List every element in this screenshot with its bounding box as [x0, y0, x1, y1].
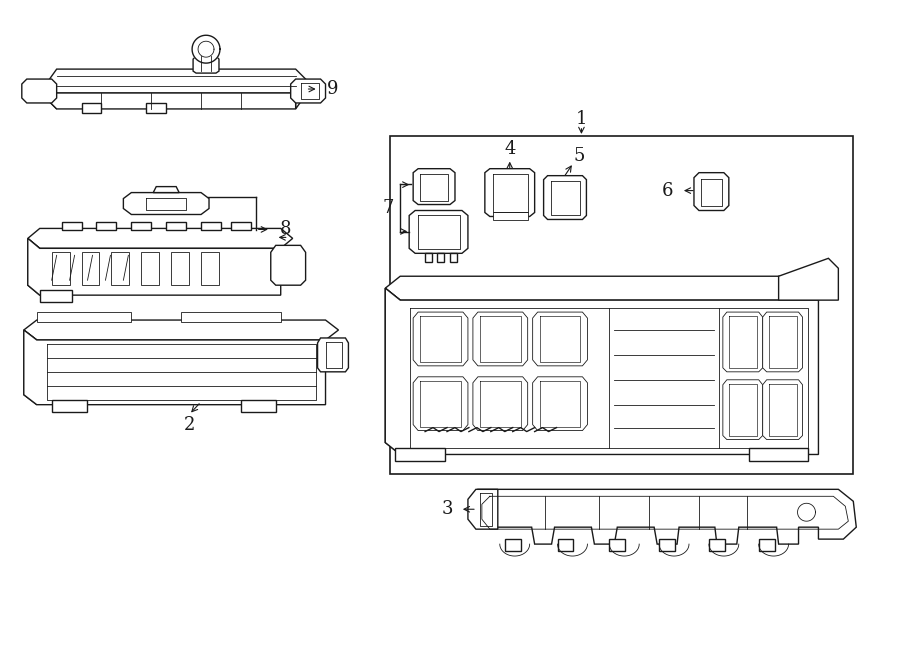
Text: 9: 9	[327, 80, 338, 98]
Text: 8: 8	[280, 220, 292, 239]
Polygon shape	[544, 176, 587, 219]
Text: 4: 4	[504, 139, 516, 158]
Bar	[391, 136, 853, 475]
Polygon shape	[450, 253, 457, 262]
Polygon shape	[194, 56, 219, 73]
Polygon shape	[533, 377, 588, 430]
Polygon shape	[40, 290, 72, 302]
Polygon shape	[749, 447, 808, 461]
Polygon shape	[291, 79, 326, 103]
Polygon shape	[759, 539, 775, 551]
Polygon shape	[533, 312, 588, 366]
Text: 2: 2	[184, 416, 194, 434]
Polygon shape	[147, 103, 166, 113]
Polygon shape	[472, 312, 527, 366]
Polygon shape	[694, 173, 729, 210]
Polygon shape	[181, 312, 281, 322]
Polygon shape	[271, 245, 306, 285]
Polygon shape	[723, 380, 762, 440]
Polygon shape	[762, 312, 803, 372]
Polygon shape	[61, 223, 82, 231]
Text: 3: 3	[441, 500, 453, 518]
Polygon shape	[47, 69, 306, 93]
Polygon shape	[23, 330, 326, 405]
Polygon shape	[82, 103, 102, 113]
Text: 1: 1	[576, 110, 587, 128]
Polygon shape	[437, 253, 444, 262]
Polygon shape	[505, 539, 521, 551]
Polygon shape	[413, 377, 468, 430]
Text: 6: 6	[662, 182, 673, 200]
Polygon shape	[762, 380, 803, 440]
Polygon shape	[112, 253, 130, 285]
Polygon shape	[28, 239, 281, 295]
Polygon shape	[493, 212, 527, 221]
Polygon shape	[231, 223, 251, 231]
Polygon shape	[241, 400, 275, 412]
Polygon shape	[385, 276, 833, 300]
Polygon shape	[28, 239, 40, 295]
Polygon shape	[385, 288, 818, 455]
Polygon shape	[476, 489, 856, 544]
Polygon shape	[28, 229, 292, 249]
Polygon shape	[425, 253, 432, 262]
Polygon shape	[23, 320, 338, 340]
Polygon shape	[51, 253, 69, 285]
Polygon shape	[23, 330, 37, 405]
Polygon shape	[47, 83, 57, 109]
Polygon shape	[82, 253, 100, 285]
Polygon shape	[123, 192, 209, 214]
Polygon shape	[609, 539, 626, 551]
Polygon shape	[37, 312, 131, 322]
Polygon shape	[47, 83, 296, 109]
Polygon shape	[468, 489, 498, 529]
Polygon shape	[413, 312, 468, 366]
Polygon shape	[659, 539, 675, 551]
Text: 7: 7	[382, 198, 394, 217]
Polygon shape	[131, 223, 151, 231]
Polygon shape	[472, 377, 527, 430]
Polygon shape	[385, 288, 400, 455]
Polygon shape	[296, 79, 306, 109]
Polygon shape	[485, 169, 535, 217]
Polygon shape	[153, 186, 179, 192]
Polygon shape	[395, 447, 445, 461]
Polygon shape	[166, 223, 186, 231]
Polygon shape	[96, 223, 116, 231]
Polygon shape	[410, 210, 468, 253]
Polygon shape	[709, 539, 725, 551]
Polygon shape	[201, 253, 219, 285]
Polygon shape	[557, 539, 573, 551]
Text: 5: 5	[574, 147, 585, 165]
Polygon shape	[318, 338, 348, 372]
Polygon shape	[141, 253, 159, 285]
Polygon shape	[201, 223, 221, 231]
Polygon shape	[171, 253, 189, 285]
Polygon shape	[413, 169, 455, 204]
Polygon shape	[778, 258, 839, 300]
Polygon shape	[192, 35, 220, 63]
Polygon shape	[22, 79, 57, 103]
Polygon shape	[723, 312, 762, 372]
Polygon shape	[51, 400, 86, 412]
